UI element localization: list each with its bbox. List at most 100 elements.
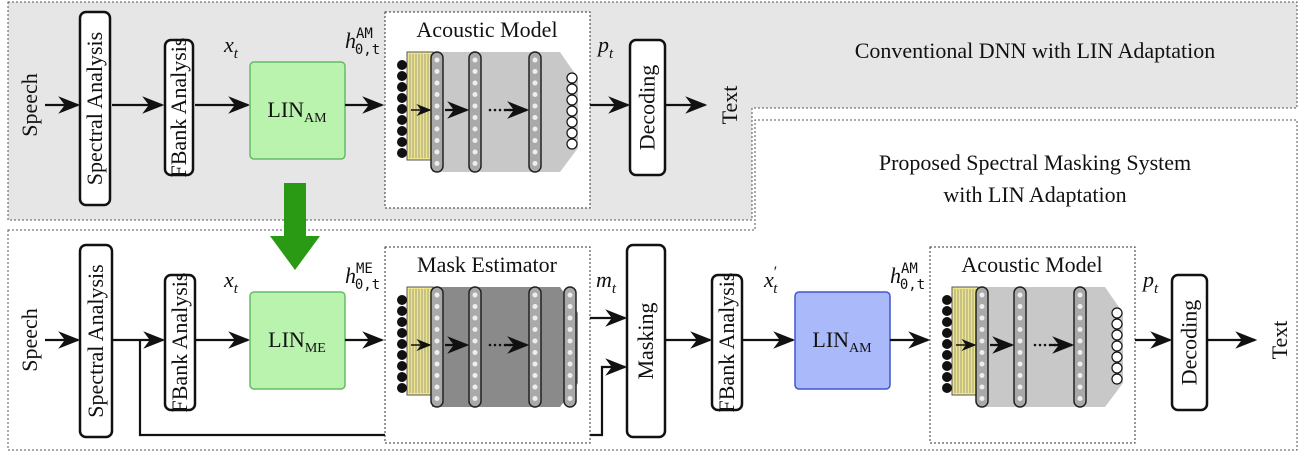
lin-base: LIN bbox=[812, 327, 849, 352]
hidden-node bbox=[568, 385, 573, 390]
variable-sup: AM bbox=[901, 261, 918, 277]
hidden-node bbox=[435, 350, 440, 355]
block-label: FBank Analysis bbox=[167, 273, 192, 413]
hidden-node bbox=[435, 115, 440, 120]
input-layer bbox=[407, 52, 433, 160]
hidden-node bbox=[568, 362, 573, 367]
hidden-node bbox=[1018, 293, 1023, 298]
input-node bbox=[942, 295, 952, 305]
output-node bbox=[1112, 374, 1122, 384]
hidden-node bbox=[1078, 293, 1083, 298]
block-label: Decoding bbox=[1177, 300, 1202, 386]
hidden-node bbox=[533, 396, 538, 401]
hidden-node bbox=[1078, 373, 1083, 378]
hidden-node bbox=[533, 316, 538, 321]
hidden-node bbox=[473, 115, 478, 120]
hidden-node bbox=[980, 396, 985, 401]
hidden-node bbox=[980, 350, 985, 355]
hidden-node bbox=[435, 150, 440, 155]
hidden-node bbox=[980, 304, 985, 309]
hidden-node bbox=[1078, 327, 1083, 332]
panel-title: Conventional DNN with LIN Adaptation bbox=[855, 38, 1216, 63]
input-node bbox=[397, 82, 407, 92]
ellipsis-dot bbox=[1049, 344, 1052, 347]
model-title: Mask Estimator bbox=[417, 252, 558, 277]
hidden-node bbox=[1078, 339, 1083, 344]
hidden-node bbox=[533, 92, 538, 97]
input-node bbox=[397, 126, 407, 136]
hidden-node bbox=[435, 127, 440, 132]
hidden-node bbox=[435, 396, 440, 401]
hidden-node bbox=[1018, 316, 1023, 321]
hidden-node bbox=[533, 69, 538, 74]
hidden-node bbox=[473, 350, 478, 355]
ellipsis-dot bbox=[514, 109, 517, 112]
hidden-node bbox=[1018, 327, 1023, 332]
hidden-node bbox=[435, 304, 440, 309]
hidden-node bbox=[533, 385, 538, 390]
output-node bbox=[567, 95, 577, 105]
hidden-node bbox=[473, 150, 478, 155]
hidden-node bbox=[980, 373, 985, 378]
hidden-node bbox=[533, 104, 538, 109]
input-node bbox=[942, 328, 952, 338]
hidden-node bbox=[533, 127, 538, 132]
input-node bbox=[397, 93, 407, 103]
variable-sup: ME bbox=[356, 261, 373, 277]
variable-base: p bbox=[1141, 267, 1154, 292]
input-layer bbox=[952, 287, 978, 395]
hidden-node bbox=[473, 92, 478, 97]
model-title: Acoustic Model bbox=[961, 252, 1102, 277]
hidden-node bbox=[435, 58, 440, 63]
block-label: Spectral Analysis bbox=[83, 264, 108, 417]
diagram: Conventional DNN with LIN Adaptation Pro… bbox=[0, 0, 1303, 453]
input-node bbox=[397, 328, 407, 338]
ellipsis-dot bbox=[1039, 344, 1042, 347]
output-node bbox=[1112, 308, 1122, 318]
variable-base: x bbox=[223, 267, 234, 292]
ellipsis-dot bbox=[489, 109, 492, 112]
variable-base: x bbox=[223, 32, 234, 57]
hidden-node bbox=[435, 316, 440, 321]
hidden-node bbox=[435, 69, 440, 74]
output-node bbox=[1112, 352, 1122, 362]
hidden-node bbox=[473, 127, 478, 132]
input-node bbox=[397, 104, 407, 114]
input-node bbox=[397, 71, 407, 81]
hidden-node bbox=[1018, 373, 1023, 378]
hidden-node bbox=[533, 81, 538, 86]
block-label: Masking bbox=[633, 303, 658, 380]
variable-sup: AM bbox=[356, 26, 373, 42]
input-node bbox=[942, 372, 952, 382]
hidden-node bbox=[568, 316, 573, 321]
hidden-node bbox=[568, 304, 573, 309]
hidden-node bbox=[533, 161, 538, 166]
input-node bbox=[397, 60, 407, 70]
output-node bbox=[567, 73, 577, 83]
hidden-node bbox=[1078, 316, 1083, 321]
input-node bbox=[397, 306, 407, 316]
lin-sub: ME bbox=[305, 341, 326, 356]
output-node bbox=[567, 117, 577, 127]
hidden-node bbox=[1018, 350, 1023, 355]
hidden-node bbox=[435, 339, 440, 344]
hidden-node bbox=[1078, 385, 1083, 390]
block-label: Decoding bbox=[635, 65, 660, 151]
variable-sub: 0,t bbox=[900, 277, 925, 293]
net-body bbox=[432, 287, 578, 407]
hidden-node bbox=[435, 293, 440, 298]
ellipsis-dot bbox=[494, 344, 497, 347]
ellipsis-dot bbox=[489, 344, 492, 347]
input-node bbox=[397, 148, 407, 158]
input-node bbox=[942, 361, 952, 371]
ellipsis-dot bbox=[1059, 344, 1062, 347]
hidden-node bbox=[435, 81, 440, 86]
hidden-node bbox=[435, 373, 440, 378]
hidden-node bbox=[1018, 396, 1023, 401]
hidden-node bbox=[473, 104, 478, 109]
lin-base: LIN bbox=[268, 327, 305, 352]
hidden-node bbox=[473, 304, 478, 309]
hidden-node bbox=[980, 362, 985, 367]
hidden-node bbox=[533, 138, 538, 143]
input-node bbox=[397, 350, 407, 360]
